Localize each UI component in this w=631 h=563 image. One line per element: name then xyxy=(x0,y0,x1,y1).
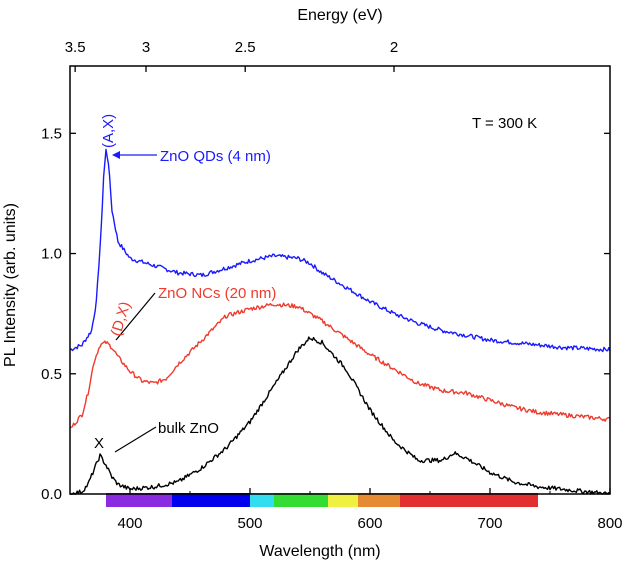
visible-spectrum-bar xyxy=(106,493,538,507)
series-line-1 xyxy=(69,302,611,429)
nc-pointer-line xyxy=(115,292,156,341)
x-tick-label-800: 800 xyxy=(597,515,622,532)
x2-tick-label-2: 2.5 xyxy=(235,39,256,56)
spectrum-segment-6 xyxy=(400,493,538,507)
spectrum-segment-4 xyxy=(328,493,358,507)
x-tick-label-500: 500 xyxy=(237,515,262,532)
bulk-label: bulk ZnO xyxy=(158,420,219,437)
series-line-0 xyxy=(69,148,611,353)
temperature-label: T = 300 K xyxy=(472,115,537,132)
series-layer xyxy=(69,148,611,495)
bottom-axis-title: Wavelength (nm) xyxy=(259,543,380,560)
spectrum-segment-1 xyxy=(172,493,250,507)
x2-tick-label-1: 3 xyxy=(142,39,150,56)
x-tick-label-400: 400 xyxy=(117,515,142,532)
spectrum-segment-5 xyxy=(358,493,400,507)
plot-frame xyxy=(69,65,611,495)
top-axis-title: Energy (eV) xyxy=(297,7,382,24)
qd-peak-label: (A,X) xyxy=(100,114,117,148)
x2-tick-label-3: 2 xyxy=(390,39,398,56)
x2-tick-label-0: 3.5 xyxy=(65,39,86,56)
spectrum-segment-0 xyxy=(106,493,172,507)
nc-label: ZnO NCs (20 nm) xyxy=(158,285,276,302)
qd-arrow-head xyxy=(112,151,120,159)
x-tick-label-700: 700 xyxy=(477,515,502,532)
y-tick-label-2: 1.0 xyxy=(41,246,62,263)
ticks-layer: 400 500 600 700 800 0.0 0.5 1.0 1.5 3.5 3 2.5 2 xyxy=(41,39,622,532)
nc-peak-label: (D,X) xyxy=(108,300,134,338)
series-line-2 xyxy=(69,336,611,495)
qd-label: ZnO QDs (4 nm) xyxy=(160,148,271,165)
spectrum-segment-3 xyxy=(274,493,328,507)
y-tick-label-3: 1.5 xyxy=(41,125,62,142)
x-tick-label-600: 600 xyxy=(357,515,382,532)
spectrum-segment-2 xyxy=(250,493,274,507)
y-axis-title: PL Intensity (arb. units) xyxy=(2,203,19,367)
y-tick-label-1: 0.5 xyxy=(41,366,62,383)
bulk-pointer-line xyxy=(114,426,157,453)
y-tick-label-0: 0.0 xyxy=(41,486,62,503)
bulk-peak-label: X xyxy=(94,435,104,452)
